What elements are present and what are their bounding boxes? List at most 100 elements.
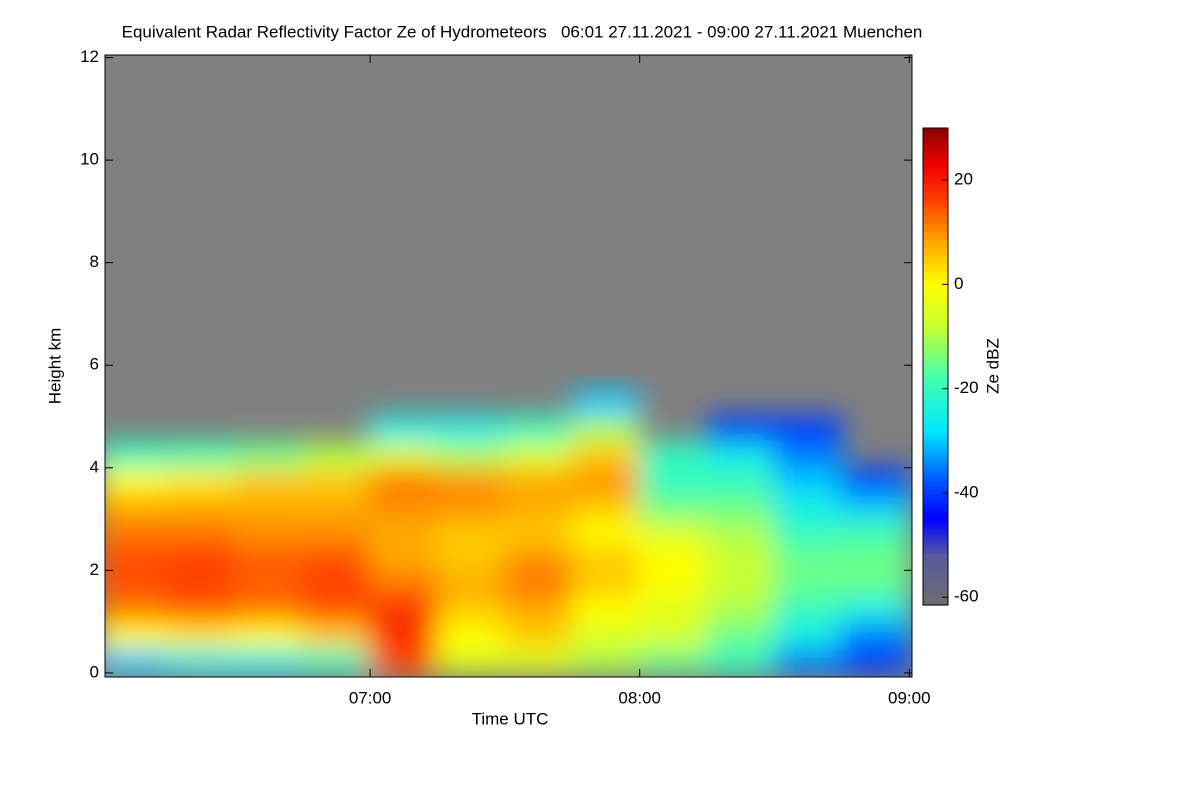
colorbar-step bbox=[923, 231, 948, 236]
heat-cell bbox=[369, 466, 439, 495]
colorbar-step bbox=[923, 517, 948, 523]
colorbar-step bbox=[923, 477, 948, 483]
colorbar-step bbox=[923, 330, 948, 336]
colorbar-step bbox=[923, 227, 948, 232]
heat-cell bbox=[436, 492, 506, 521]
heat-cell bbox=[301, 646, 372, 674]
colorbar-step bbox=[923, 223, 948, 228]
colorbar-step bbox=[923, 199, 948, 205]
colorbar-step bbox=[923, 187, 948, 193]
heat-cell bbox=[773, 492, 843, 521]
y-tick-label: 4 bbox=[90, 457, 99, 476]
colorbar-step bbox=[923, 426, 948, 431]
heat-cell bbox=[638, 569, 709, 597]
heat-cell bbox=[638, 646, 709, 674]
colorbar-step bbox=[923, 537, 948, 542]
colorbar-step bbox=[923, 501, 948, 507]
heat-cell bbox=[571, 518, 641, 546]
heat-cell bbox=[105, 569, 169, 597]
y-tick-label: 6 bbox=[90, 355, 99, 374]
colorbar-step bbox=[923, 473, 948, 479]
heat-cell bbox=[773, 620, 843, 649]
colorbar-step bbox=[923, 203, 948, 209]
colorbar-step bbox=[923, 457, 948, 463]
colorbar-step bbox=[923, 151, 948, 157]
x-tick-label: 08:00 bbox=[618, 688, 661, 707]
colorbar-step bbox=[923, 446, 948, 451]
heat-cell bbox=[301, 492, 372, 521]
colorbar-step bbox=[923, 139, 948, 145]
colorbar-tick-label: -60 bbox=[954, 587, 979, 606]
heat-cell bbox=[638, 466, 709, 495]
heat-cell bbox=[503, 569, 574, 597]
heat-cell bbox=[638, 492, 709, 521]
colorbar-tick-label: -20 bbox=[954, 378, 979, 397]
colorbar-step bbox=[923, 442, 948, 447]
heat-cell bbox=[105, 492, 169, 521]
colorbar-step bbox=[923, 553, 948, 558]
heat-cell bbox=[105, 620, 169, 649]
heat-cell bbox=[571, 441, 641, 469]
colorbar-step bbox=[923, 398, 948, 403]
heat-cell bbox=[234, 543, 304, 572]
colorbar-step bbox=[923, 195, 948, 201]
colorbar-step bbox=[923, 382, 948, 387]
heat-cell bbox=[301, 466, 372, 495]
heat-cell bbox=[840, 569, 911, 597]
x-tick-label: 07:00 bbox=[349, 688, 392, 707]
colorbar-step bbox=[923, 263, 948, 268]
heat-cell bbox=[840, 620, 911, 649]
heat-cell bbox=[503, 518, 574, 546]
colorbar-step bbox=[923, 135, 948, 141]
colorbar-step bbox=[923, 358, 948, 364]
colorbar-step bbox=[923, 306, 948, 312]
x-tick-label: 09:00 bbox=[888, 688, 931, 707]
axes: 0 2 4 6 8 10 12 07:00 08:00 09:00 20 0 -20 -40 -60 bbox=[80, 47, 979, 707]
heatmap-cells bbox=[105, 389, 911, 674]
heat-cell bbox=[571, 646, 641, 674]
heat-cell bbox=[840, 594, 911, 623]
heat-cell bbox=[840, 492, 911, 521]
colorbar-step bbox=[923, 402, 948, 407]
colorbar-step bbox=[923, 183, 948, 189]
heat-cell bbox=[369, 646, 439, 674]
heat-cell bbox=[571, 620, 641, 649]
heat-cell bbox=[234, 518, 304, 546]
heat-cell bbox=[503, 415, 574, 444]
heat-cell bbox=[773, 543, 843, 572]
colorbar-step bbox=[923, 569, 948, 574]
heat-cell bbox=[436, 543, 506, 572]
colorbar-step bbox=[923, 386, 948, 391]
colorbar-step bbox=[923, 430, 948, 435]
heat-cell bbox=[706, 518, 776, 546]
colorbar-step bbox=[923, 131, 948, 137]
y-tick-label: 8 bbox=[90, 252, 99, 271]
colorbar-step bbox=[923, 589, 948, 594]
heat-cell bbox=[773, 594, 843, 623]
heat-cell bbox=[773, 518, 843, 546]
heat-cell bbox=[706, 646, 776, 674]
heat-cell bbox=[301, 518, 372, 546]
colorbar-step bbox=[923, 350, 948, 356]
heat-cell bbox=[436, 441, 506, 469]
colorbar-step bbox=[923, 251, 948, 256]
colorbar-step bbox=[923, 143, 948, 149]
colorbar-step bbox=[923, 334, 948, 340]
heat-cell bbox=[571, 569, 641, 597]
colorbar-step bbox=[923, 267, 948, 272]
colorbar-step bbox=[923, 179, 948, 185]
heat-cell bbox=[301, 441, 372, 469]
heat-cell bbox=[234, 441, 304, 469]
heat-cell bbox=[369, 518, 439, 546]
heat-cell bbox=[638, 620, 709, 649]
colorbar-step bbox=[923, 493, 948, 499]
colorbar-tick-label: 20 bbox=[954, 170, 973, 189]
heat-cell bbox=[369, 569, 439, 597]
heat-cell bbox=[436, 594, 506, 623]
heatmap bbox=[105, 389, 911, 674]
heat-cell bbox=[105, 646, 169, 674]
colorbar-step bbox=[923, 453, 948, 459]
colorbar-step bbox=[923, 326, 948, 332]
colorbar-tick-label: -40 bbox=[954, 482, 979, 501]
heat-cell bbox=[301, 543, 372, 572]
